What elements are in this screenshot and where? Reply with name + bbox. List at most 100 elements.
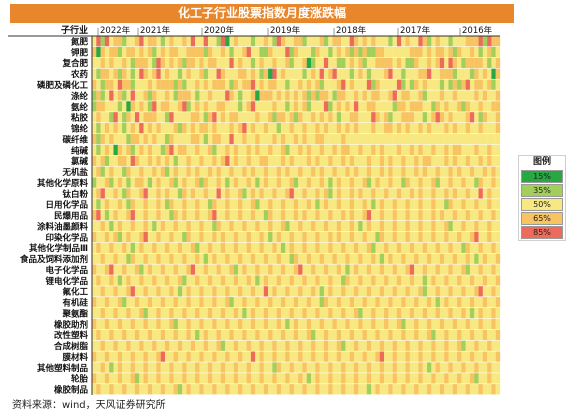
heatmap-cell bbox=[134, 253, 140, 264]
heatmap-cell bbox=[315, 155, 320, 166]
heatmap-cell bbox=[319, 329, 325, 341]
heatmap-cell bbox=[439, 340, 445, 351]
heatmap-cell bbox=[392, 297, 398, 308]
heatmap-cell bbox=[332, 188, 337, 199]
heatmap-cell bbox=[371, 123, 376, 134]
heatmap-cell bbox=[349, 351, 355, 362]
heatmap-cell bbox=[323, 253, 329, 264]
heatmap-cell bbox=[255, 101, 260, 112]
heatmap-cell bbox=[306, 373, 312, 384]
heatmap-cell bbox=[126, 373, 131, 384]
heatmap-cell bbox=[100, 351, 106, 362]
heatmap-cell bbox=[199, 46, 204, 58]
heatmap-cell bbox=[426, 199, 432, 210]
heatmap-cell bbox=[263, 144, 269, 156]
heatmap-cell bbox=[384, 220, 389, 232]
heatmap-cell bbox=[319, 351, 325, 362]
heatmap-cell bbox=[448, 329, 453, 341]
heatmap-cell bbox=[203, 79, 209, 90]
heatmap-cell bbox=[345, 57, 350, 69]
heatmap-cell bbox=[315, 79, 320, 90]
heatmap-cell bbox=[96, 286, 101, 297]
heatmap-cell bbox=[439, 188, 445, 199]
heatmap-cell bbox=[495, 188, 501, 199]
heatmap-cell bbox=[122, 384, 127, 395]
heatmap-cell bbox=[255, 329, 260, 341]
heatmap-cell bbox=[212, 275, 217, 286]
heatmap-cell bbox=[126, 362, 131, 373]
heatmap-cell bbox=[426, 253, 432, 264]
heatmap-cell bbox=[272, 318, 277, 330]
heatmap-cell bbox=[100, 264, 106, 275]
heatmap-cell bbox=[165, 199, 170, 210]
heatmap-cell bbox=[302, 286, 307, 297]
heatmap-cell bbox=[186, 79, 191, 90]
heatmap-cell bbox=[220, 133, 226, 145]
heatmap-cell bbox=[401, 242, 406, 253]
heatmap-cell bbox=[435, 144, 441, 156]
heatmap-cell bbox=[457, 231, 462, 243]
heatmap-cell bbox=[190, 307, 196, 319]
heatmap-cell bbox=[328, 275, 333, 286]
heatmap-cell bbox=[306, 112, 312, 123]
heatmap-cell bbox=[246, 220, 252, 232]
heatmap-cell bbox=[263, 210, 269, 221]
heatmap-cell bbox=[169, 384, 174, 395]
heatmap-cell bbox=[461, 362, 466, 373]
heatmap-cell bbox=[276, 351, 282, 362]
heatmap-cell bbox=[216, 57, 221, 69]
heatmap-cell bbox=[487, 384, 492, 395]
heatmap-cell bbox=[122, 177, 127, 188]
heatmap-cell bbox=[384, 199, 389, 210]
heatmap-cell bbox=[332, 318, 337, 330]
heatmap-cell bbox=[160, 351, 166, 362]
heatmap-cell bbox=[242, 177, 247, 188]
heatmap-cell bbox=[100, 112, 106, 123]
heatmap-cell bbox=[246, 340, 252, 351]
heatmap-cell bbox=[160, 340, 166, 351]
heatmap-cell bbox=[246, 264, 252, 275]
heatmap-cell bbox=[122, 329, 127, 341]
heatmap-cell bbox=[156, 242, 161, 253]
heatmap-cell bbox=[113, 46, 118, 58]
heatmap-cell bbox=[491, 297, 496, 308]
heatmap-cell bbox=[405, 318, 410, 330]
heatmap-cell bbox=[117, 112, 123, 123]
heatmap-cell bbox=[199, 362, 204, 373]
heatmap-cell bbox=[238, 177, 243, 188]
heatmap-cell bbox=[388, 177, 393, 188]
heatmap-cell bbox=[113, 90, 118, 101]
heatmap-cell bbox=[225, 231, 230, 243]
heatmap-cell bbox=[263, 123, 269, 134]
heatmap-cell bbox=[152, 101, 157, 112]
heatmap-cell bbox=[375, 90, 380, 101]
heatmap-cell bbox=[371, 188, 376, 199]
heatmap-cell bbox=[134, 57, 140, 69]
heatmap-cell bbox=[285, 123, 290, 134]
heatmap-cell bbox=[444, 286, 449, 297]
heatmap-cell bbox=[319, 155, 325, 166]
heatmap-cell bbox=[122, 188, 127, 199]
heatmap-cell bbox=[487, 318, 492, 330]
heatmap-cell bbox=[375, 220, 380, 232]
heatmap-cell bbox=[375, 144, 380, 156]
heatmap-cell bbox=[225, 286, 230, 297]
heatmap-cell bbox=[139, 36, 144, 47]
heatmap-cell bbox=[435, 123, 441, 134]
heatmap-cell bbox=[457, 210, 462, 221]
heatmap-cell bbox=[332, 242, 337, 253]
heatmap-cell bbox=[401, 90, 406, 101]
heatmap-cell bbox=[371, 133, 376, 145]
heatmap-cell bbox=[457, 90, 462, 101]
heatmap-cell bbox=[422, 297, 428, 308]
heatmap-cell bbox=[225, 318, 230, 330]
heatmap-cell bbox=[195, 286, 200, 297]
heatmap-cell bbox=[474, 36, 479, 47]
heatmap-cell bbox=[358, 318, 363, 330]
heatmap-cell bbox=[143, 155, 148, 166]
heatmap-cell bbox=[328, 144, 333, 156]
heatmap-cell bbox=[422, 123, 428, 134]
heatmap-cell bbox=[461, 79, 466, 90]
heatmap-cell bbox=[474, 351, 479, 362]
heatmap-cell bbox=[156, 253, 161, 264]
